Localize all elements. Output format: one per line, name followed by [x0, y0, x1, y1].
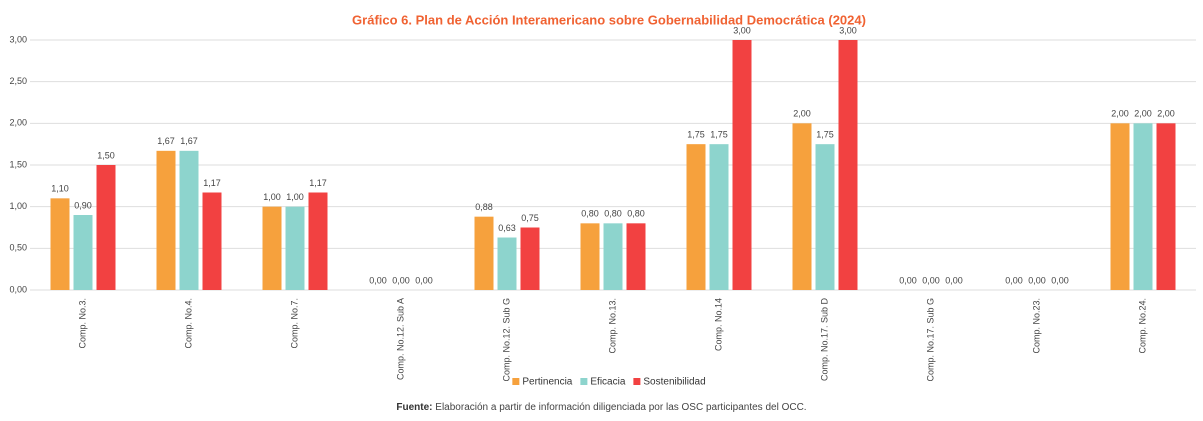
value-label: 0,63: [498, 223, 516, 233]
bar: [96, 165, 116, 290]
value-label: 3,00: [733, 25, 751, 35]
value-label: 2,00: [793, 109, 811, 119]
bar: [497, 237, 517, 290]
y-tick-label: 2,00: [9, 118, 27, 128]
y-tick-label: 1,00: [9, 201, 27, 211]
value-label: 0,00: [415, 275, 433, 285]
bar: [474, 216, 494, 290]
value-label: 1,50: [97, 150, 115, 160]
x-tick-label: Comp. No.13.: [607, 298, 617, 354]
x-tick-label: Comp. No.24.: [1137, 298, 1147, 354]
value-label: 0,00: [945, 275, 963, 285]
bar: [1156, 123, 1176, 290]
bar: [815, 144, 835, 290]
source: Fuente: Elaboración a partir de informac…: [0, 402, 1203, 413]
x-tick-label: Comp. No.3.: [77, 298, 87, 349]
bar: [838, 40, 858, 290]
bar: [179, 150, 199, 290]
value-label: 0,90: [74, 200, 92, 210]
value-label: 0,00: [392, 275, 410, 285]
legend-label: Pertinencia: [522, 377, 572, 388]
bar: [520, 227, 540, 290]
value-label: 1,75: [687, 130, 705, 140]
y-tick-label: 0,50: [9, 243, 27, 253]
bar: [308, 192, 328, 290]
value-label: 0,00: [1005, 275, 1023, 285]
x-tick-label: Comp. No.4.: [183, 298, 193, 349]
value-label: 2,00: [1111, 109, 1129, 119]
value-label: 0,75: [521, 213, 539, 223]
value-label: 0,80: [604, 209, 622, 219]
bar: [792, 123, 812, 290]
value-label: 1,67: [180, 136, 198, 146]
legend-swatch: [580, 378, 588, 385]
source-label: Fuente:: [396, 402, 433, 413]
x-tick-label: Comp. No.17. Sub D: [819, 298, 829, 382]
bar: [1133, 123, 1153, 290]
bar: [709, 144, 729, 290]
bar: [580, 223, 600, 290]
value-label: 0,80: [581, 209, 599, 219]
chart-title: Gráfico 6. Plan de Acción Interamericano…: [352, 12, 866, 27]
legend-label: Sostenibilidad: [643, 377, 705, 388]
y-tick-label: 2,50: [9, 76, 27, 86]
chart: Gráfico 6. Plan de Acción Interamericano…: [9, 12, 1196, 388]
legend-swatch: [633, 378, 641, 385]
value-label: 0,00: [899, 275, 917, 285]
x-tick-label: Comp. No.12. Sub G: [501, 298, 511, 382]
value-label: 0,80: [627, 209, 645, 219]
x-tick-label: Comp. No.7.: [289, 298, 299, 349]
bar: [603, 223, 623, 290]
value-label: 0,00: [1028, 275, 1046, 285]
x-tick-label: Comp. No.14: [713, 298, 723, 351]
x-tick-label: Comp. No.12. Sub A: [395, 298, 405, 380]
value-label: 0,88: [475, 202, 493, 212]
bar: [50, 198, 70, 290]
bar: [732, 40, 752, 290]
value-label: 1,75: [816, 130, 834, 140]
value-label: 1,75: [710, 130, 728, 140]
value-label: 1,10: [51, 184, 69, 194]
legend-swatch: [512, 378, 520, 385]
bar: [262, 206, 282, 290]
y-tick-label: 1,50: [9, 159, 27, 169]
y-tick-label: 0,00: [9, 284, 27, 294]
value-label: 2,00: [1134, 109, 1152, 119]
x-tick-label: Comp. No.23.: [1031, 298, 1041, 354]
value-label: 1,00: [286, 192, 304, 202]
x-tick-label: Comp. No.17. Sub G: [925, 298, 935, 382]
value-label: 1,00: [263, 192, 281, 202]
source-text: Elaboración a partir de información dili…: [435, 402, 807, 413]
bar: [156, 150, 176, 290]
bar: [285, 206, 305, 290]
value-label: 0,00: [922, 275, 940, 285]
bar: [626, 223, 646, 290]
y-tick-label: 3,00: [9, 34, 27, 44]
bar: [73, 215, 93, 290]
value-label: 1,67: [157, 136, 175, 146]
value-label: 0,00: [1051, 275, 1069, 285]
value-label: 3,00: [839, 25, 857, 35]
bar: [686, 144, 706, 290]
value-label: 2,00: [1157, 109, 1175, 119]
value-label: 0,00: [369, 275, 387, 285]
legend-label: Eficacia: [590, 377, 625, 388]
value-label: 1,17: [309, 178, 327, 188]
bar: [202, 192, 222, 290]
value-label: 1,17: [203, 178, 221, 188]
bar: [1110, 123, 1130, 290]
